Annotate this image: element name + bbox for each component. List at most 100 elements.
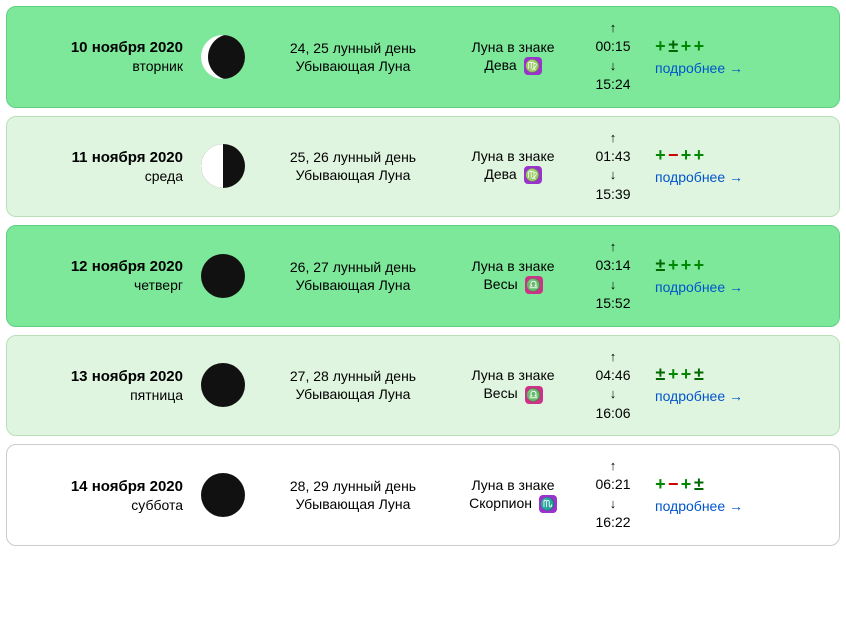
moonset-time: 15:52 (583, 294, 643, 314)
zodiac-name: Весы ♎ (443, 276, 583, 294)
lunar-day-row: 14 ноября 2020 суббота 28, 29 лунный день У… (6, 444, 840, 546)
weekday-text: вторник (23, 58, 183, 74)
moon-times-column: ↑04:46↓16:06 (583, 348, 643, 424)
zodiac-column: Луна в знаке Весы ♎ (443, 367, 583, 403)
rise-arrow-icon: ↑ (583, 129, 643, 147)
lunar-day-row: 11 ноября 2020 среда 25, 26 лунный день Убы… (6, 116, 840, 218)
lunar-day-text: 28, 29 лунный день (263, 478, 443, 494)
rating-symbols: ±+++ (655, 257, 823, 277)
date-text: 13 ноября 2020 (23, 368, 183, 385)
lunar-day-text: 26, 27 лунный день (263, 259, 443, 275)
rating-symbols: +±++ (655, 38, 823, 58)
set-arrow-icon: ↓ (583, 276, 643, 294)
set-arrow-icon: ↓ (583, 385, 643, 403)
moon-phase-column (183, 361, 263, 409)
lunar-phase-text: Убывающая Луна (263, 58, 443, 74)
zodiac-name: Дева ♍ (443, 166, 583, 184)
moonrise-time: 04:46 (583, 366, 643, 386)
details-link[interactable]: подробнее → (655, 169, 823, 185)
zodiac-icon: ♍ (524, 57, 542, 75)
moonset-time: 16:22 (583, 513, 643, 533)
lunar-day-text: 24, 25 лунный день (263, 40, 443, 56)
rating-symbols: +−+± (655, 476, 823, 496)
moon-phase-icon (199, 361, 247, 409)
zodiac-column: Луна в знаке Весы ♎ (443, 258, 583, 294)
date-column: 11 ноября 2020 среда (23, 149, 183, 184)
zodiac-column: Луна в знаке Скорпион ♏ (443, 477, 583, 513)
date-text: 12 ноября 2020 (23, 258, 183, 275)
zodiac-column: Луна в знаке Дева ♍ (443, 148, 583, 184)
weekday-text: пятница (23, 387, 183, 403)
moonrise-time: 06:21 (583, 475, 643, 495)
rating-column: ±+++ подробнее → (643, 257, 823, 295)
rise-arrow-icon: ↑ (583, 348, 643, 366)
details-link[interactable]: подробнее → (655, 498, 823, 514)
zodiac-icon: ♎ (525, 276, 543, 294)
date-text: 11 ноября 2020 (23, 149, 183, 166)
lunar-day-row: 13 ноября 2020 пятница 27, 28 лунный день У… (6, 335, 840, 437)
set-arrow-icon: ↓ (583, 57, 643, 75)
date-column: 13 ноября 2020 пятница (23, 368, 183, 403)
date-column: 10 ноября 2020 вторник (23, 39, 183, 74)
moon-phase-column (183, 33, 263, 81)
zodiac-column: Луна в знаке Дева ♍ (443, 39, 583, 75)
lunar-day-row: 10 ноября 2020 вторник 24, 25 лунный день У… (6, 6, 840, 108)
lunar-phase-text: Убывающая Луна (263, 167, 443, 183)
moon-phase-icon (199, 471, 247, 519)
lunar-day-text: 27, 28 лунный день (263, 368, 443, 384)
moon-phase-icon (199, 33, 247, 81)
lunar-day-text: 25, 26 лунный день (263, 149, 443, 165)
date-column: 12 ноября 2020 четверг (23, 258, 183, 293)
set-arrow-icon: ↓ (583, 495, 643, 513)
zodiac-icon: ♏ (539, 495, 557, 513)
date-text: 14 ноября 2020 (23, 478, 183, 495)
moon-times-column: ↑00:15↓15:24 (583, 19, 643, 95)
rating-symbols: ±++± (655, 366, 823, 386)
set-arrow-icon: ↓ (583, 166, 643, 184)
weekday-text: среда (23, 168, 183, 184)
rise-arrow-icon: ↑ (583, 19, 643, 37)
moonset-time: 16:06 (583, 404, 643, 424)
moon-phase-column (183, 252, 263, 300)
zodiac-name: Скорпион ♏ (443, 495, 583, 513)
lunar-phase-text: Убывающая Луна (263, 496, 443, 512)
details-link[interactable]: подробнее → (655, 388, 823, 404)
weekday-text: четверг (23, 277, 183, 293)
moon-phase-column (183, 142, 263, 190)
details-link[interactable]: подробнее → (655, 279, 823, 295)
lunar-day-column: 24, 25 лунный день Убывающая Луна (263, 40, 443, 74)
moonrise-time: 00:15 (583, 37, 643, 57)
moonset-time: 15:39 (583, 185, 643, 205)
zodiac-label: Луна в знаке (443, 477, 583, 493)
zodiac-name: Дева ♍ (443, 57, 583, 75)
rise-arrow-icon: ↑ (583, 238, 643, 256)
lunar-phase-text: Убывающая Луна (263, 386, 443, 402)
rise-arrow-icon: ↑ (583, 457, 643, 475)
lunar-day-column: 28, 29 лунный день Убывающая Луна (263, 478, 443, 512)
zodiac-label: Луна в знаке (443, 258, 583, 274)
date-text: 10 ноября 2020 (23, 39, 183, 56)
lunar-day-column: 27, 28 лунный день Убывающая Луна (263, 368, 443, 402)
lunar-phase-text: Убывающая Луна (263, 277, 443, 293)
moon-times-column: ↑06:21↓16:22 (583, 457, 643, 533)
lunar-day-column: 25, 26 лунный день Убывающая Луна (263, 149, 443, 183)
rating-column: +±++ подробнее → (643, 38, 823, 76)
moonset-time: 15:24 (583, 75, 643, 95)
zodiac-icon: ♍ (524, 166, 542, 184)
lunar-day-column: 26, 27 лунный день Убывающая Луна (263, 259, 443, 293)
rating-column: ±++± подробнее → (643, 366, 823, 404)
zodiac-label: Луна в знаке (443, 39, 583, 55)
zodiac-label: Луна в знаке (443, 148, 583, 164)
rating-column: +−+± подробнее → (643, 476, 823, 514)
zodiac-label: Луна в знаке (443, 367, 583, 383)
moon-phase-column (183, 471, 263, 519)
moon-times-column: ↑03:14↓15:52 (583, 238, 643, 314)
rating-column: +−++ подробнее → (643, 147, 823, 185)
details-link[interactable]: подробнее → (655, 60, 823, 76)
zodiac-name: Весы ♎ (443, 385, 583, 403)
date-column: 14 ноября 2020 суббота (23, 478, 183, 513)
zodiac-icon: ♎ (525, 386, 543, 404)
rating-symbols: +−++ (655, 147, 823, 167)
weekday-text: суббота (23, 497, 183, 513)
moon-phase-icon (199, 252, 247, 300)
